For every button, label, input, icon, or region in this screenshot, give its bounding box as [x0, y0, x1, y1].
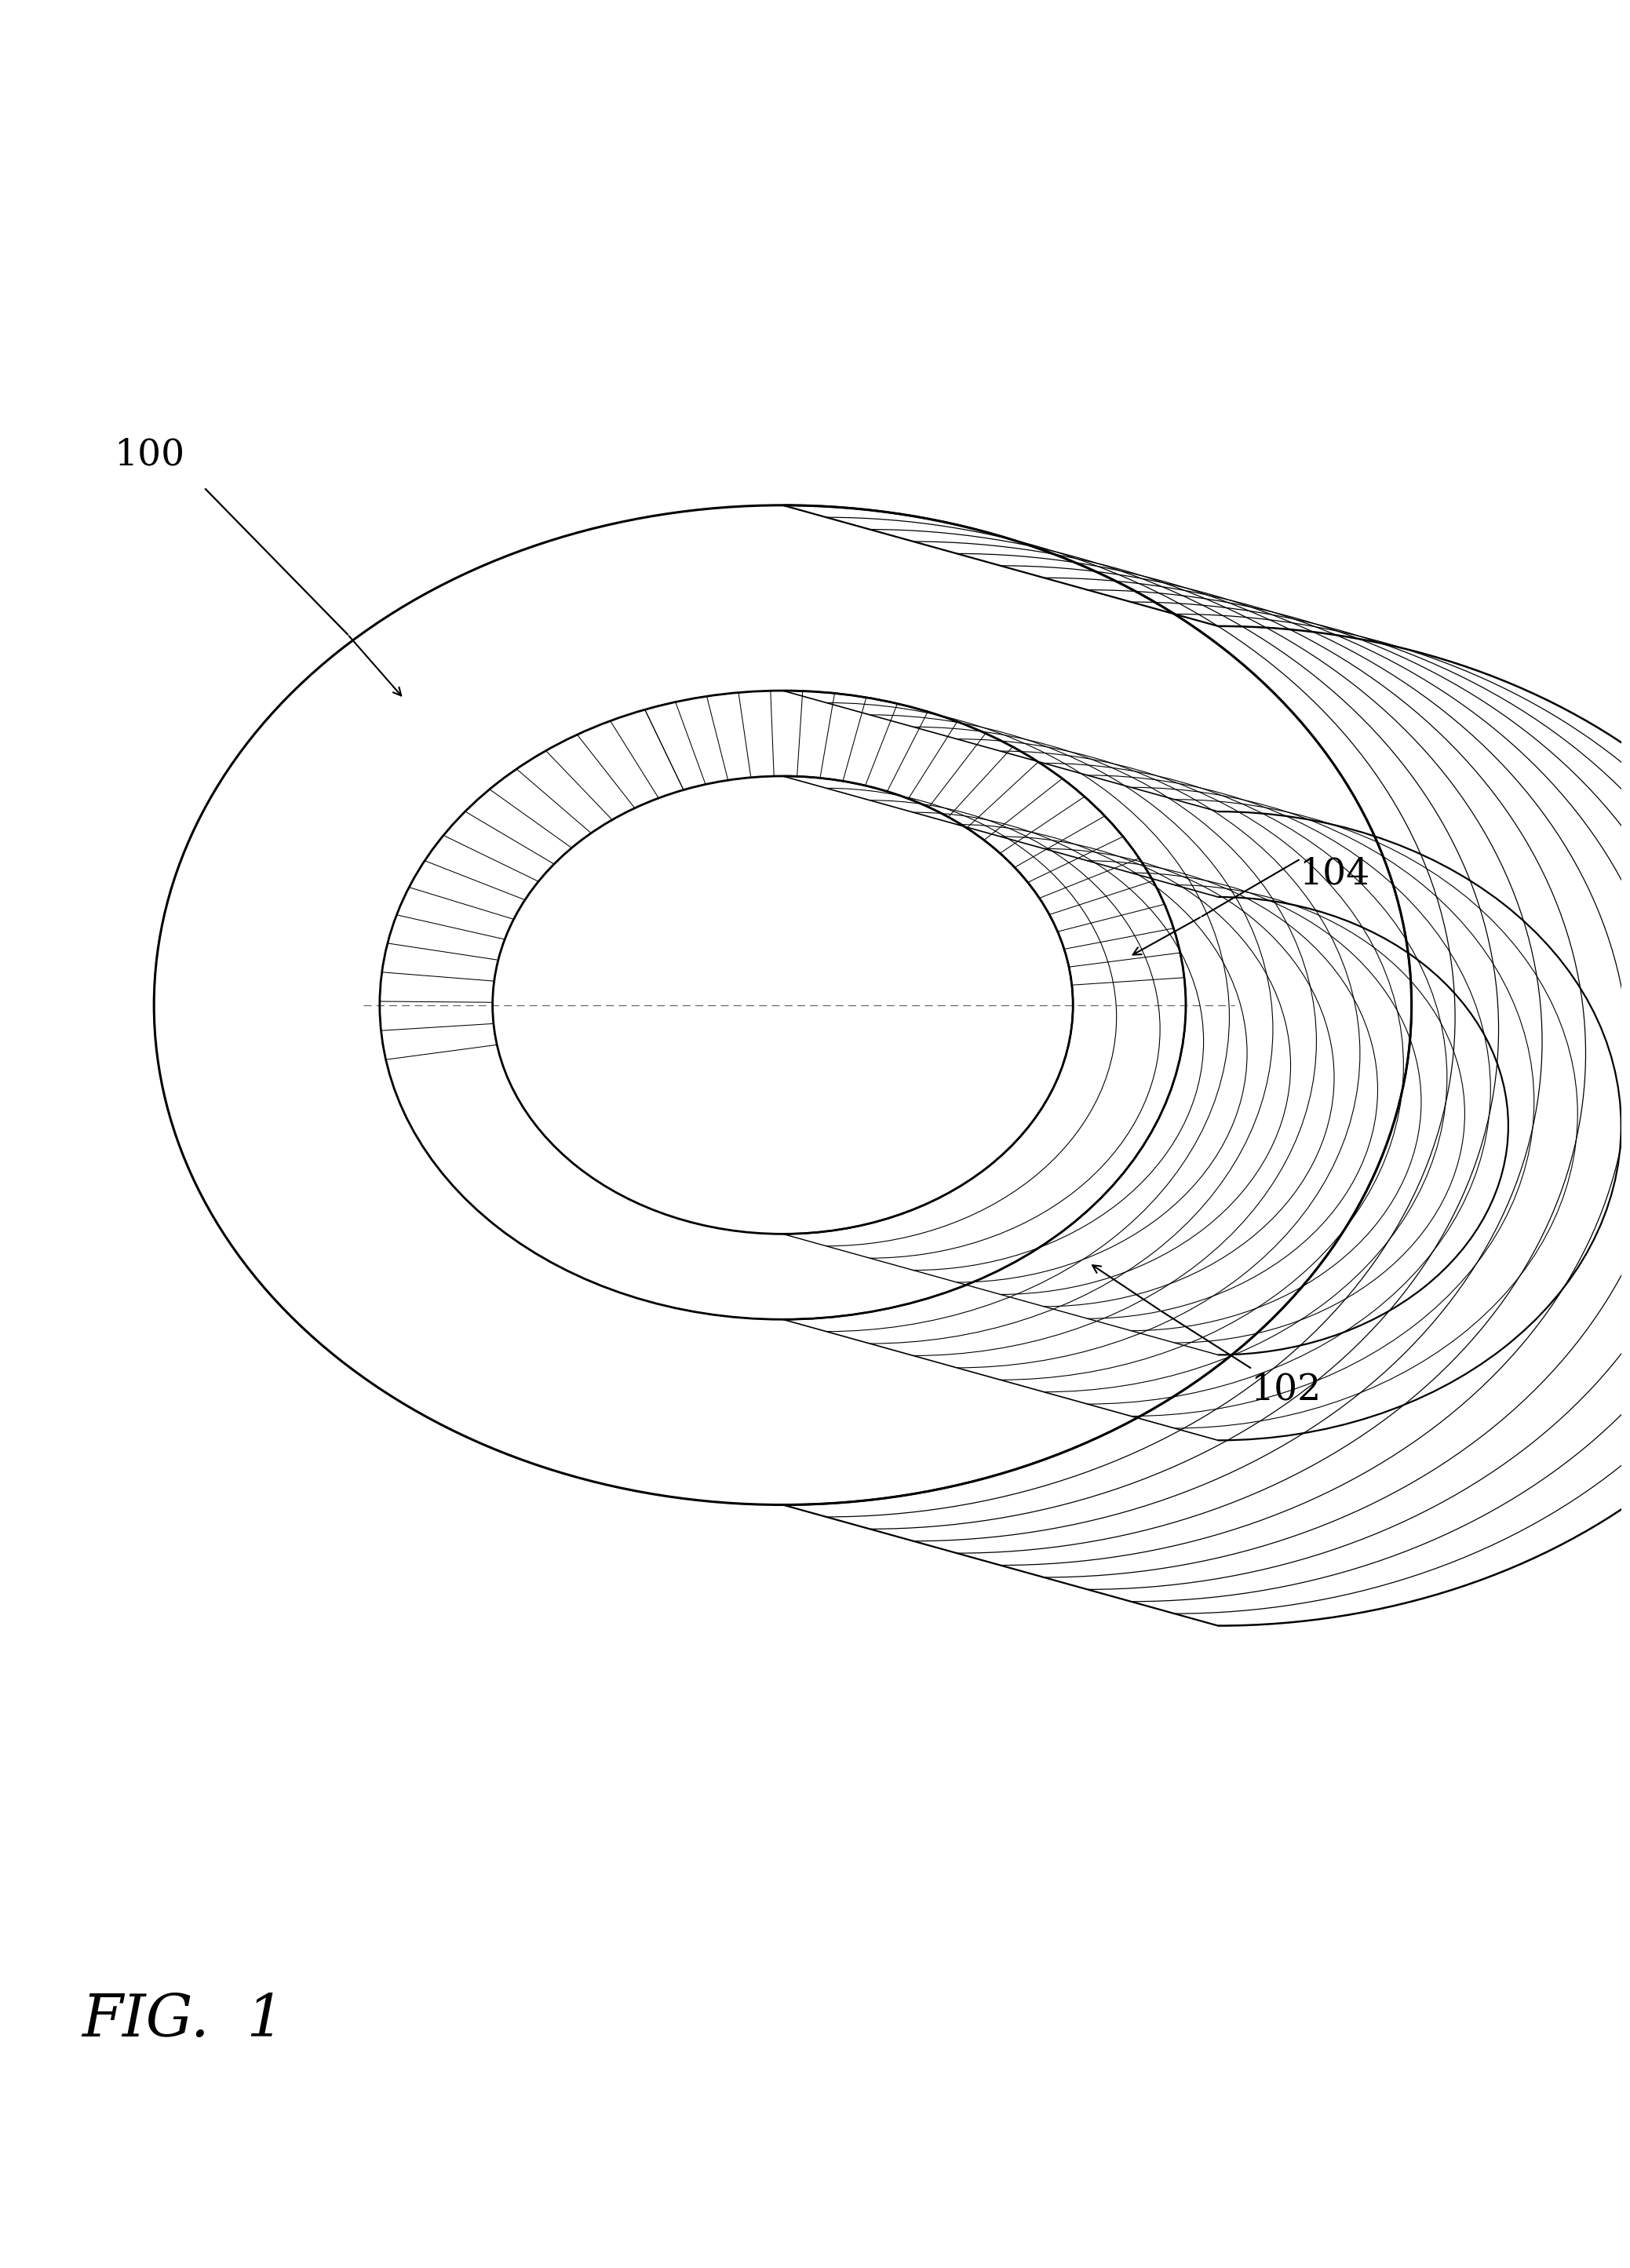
Text: 100: 100 — [114, 438, 184, 472]
Text: 104: 104 — [1299, 857, 1369, 891]
Text: FIG.  1: FIG. 1 — [82, 1991, 284, 2048]
Text: 102: 102 — [1250, 1372, 1322, 1408]
